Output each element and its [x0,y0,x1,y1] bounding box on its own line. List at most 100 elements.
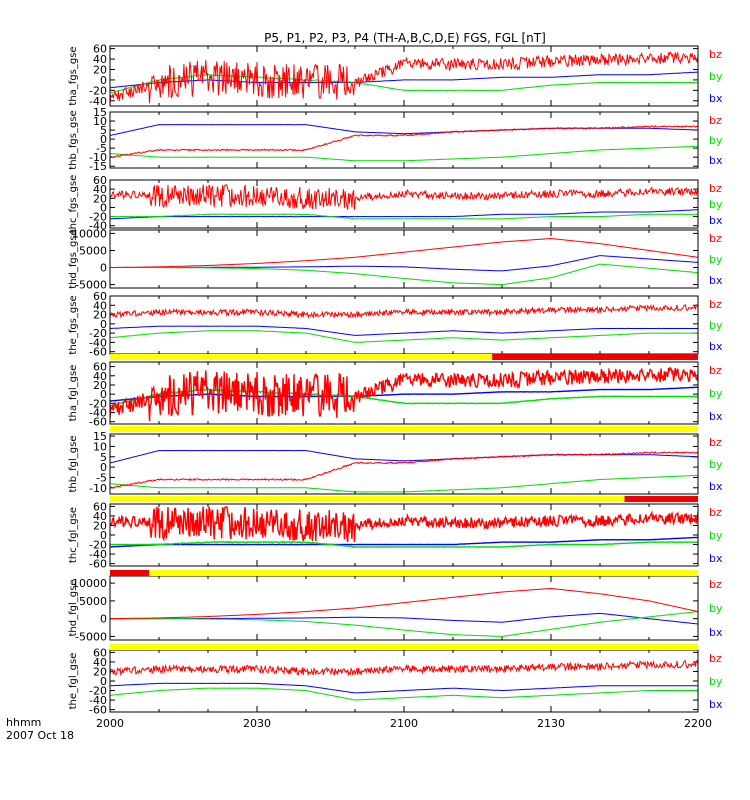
series-bx [110,536,698,548]
panel-ylabel: thb_fgs_gse [68,110,79,169]
y-tick-label: -40 [89,694,107,707]
y-tick-label: 5 [100,451,107,464]
series-bz [110,124,698,159]
legend-by: by [709,458,723,471]
y-tick-label: -40 [89,548,107,561]
series-by [110,263,698,286]
panel-frame [109,649,699,713]
series-by [110,330,698,343]
legend-bz: bz [709,436,722,449]
panel-ylabel: thb_fgl_gse [68,436,79,493]
y-tick-label: 5000 [79,595,107,608]
series-by [110,145,698,162]
y-tick-label: 40 [93,656,107,669]
y-tick-label: 0 [100,388,107,401]
y-tick-label: -20 [89,211,107,224]
y-tick-label: -20 [89,539,107,552]
legend-bz: bz [709,114,722,127]
legend-bx: bx [709,92,723,105]
y-tick-label: 60 [93,500,107,513]
series-by [110,73,698,94]
legend-bz: bz [709,506,722,519]
legend-bx: bx [709,698,723,711]
series-bz [110,51,698,105]
y-tick-label: 20 [93,192,107,205]
y-tick-label: 20 [93,309,107,322]
y-tick-label: -40 [89,220,107,233]
y-tick-label: 10000 [72,227,107,240]
flag-segment-yellow [110,354,493,360]
legend-by: by [709,675,723,688]
legend-bx: bx [709,340,723,353]
y-tick-label: 0 [100,133,107,146]
x-tick-label: 2000 [96,717,124,730]
series-by [110,540,698,549]
y-tick-label: 20 [93,379,107,392]
y-tick-label: 5 [100,124,107,137]
legend-bx: bx [709,214,723,227]
series-by [110,213,698,220]
series-bx [110,124,698,136]
y-tick-label: 5000 [79,244,107,257]
legend-by: by [709,319,723,332]
legend-by: by [709,387,723,400]
y-tick-label: 0 [100,74,107,87]
panel-frame [109,433,699,495]
legend-by: by [709,602,723,615]
y-tick-label: -10 [89,482,107,495]
y-tick-label: 40 [93,370,107,383]
panel-frame [109,229,699,289]
flag-segment-yellow [110,644,698,650]
x-tick-label: 2030 [243,717,271,730]
panel-ylabel: thd_fgl_gse [68,580,79,637]
series-bx [110,255,698,272]
y-tick-label: -60 [89,558,107,571]
series-bx [110,325,698,336]
y-tick-label: 40 [93,299,107,312]
y-tick-label: 60 [93,646,107,659]
y-tick-label: -5000 [75,279,107,292]
y-tick-label: -40 [89,336,107,349]
y-tick-label: 40 [93,53,107,66]
panel-frame [109,179,699,229]
legend-bz: bz [709,232,722,245]
legend-by: by [709,70,723,83]
y-tick-label: -5000 [75,630,107,643]
legend-bx: bx [709,154,723,167]
time-axis-label: hhmm [6,716,41,729]
panel-frame [109,503,699,567]
y-tick-label: 40 [93,183,107,196]
y-tick-label: -60 [89,704,107,717]
y-tick-label: 40 [93,510,107,523]
y-tick-label: -20 [89,685,107,698]
legend-bx: bx [709,410,723,423]
x-tick-label: 2100 [390,717,418,730]
legend-bx: bx [709,626,723,639]
legend-bz: bz [709,578,722,591]
panel-ylabel: the_fgs_gse [68,295,79,354]
series-bx [110,682,698,694]
series-by [110,611,698,637]
legend-bx: bx [709,552,723,565]
y-tick-label: 10000 [72,577,107,590]
series-bz [110,184,698,210]
legend-by: by [709,529,723,542]
flag-segment-yellow [110,496,625,502]
panel-ylabel: thd_fgs_gse [68,229,79,288]
chart-title: P5, P1, P2, P3, P4 (TH-A,B,C,D,E) FGS, F… [264,31,546,45]
series-by [110,687,698,701]
series-bz [110,659,698,677]
y-tick-label: -20 [89,397,107,410]
y-tick-label: 0 [100,613,107,626]
series-bz [110,366,698,422]
series-bz [110,237,698,268]
y-tick-label: 20 [93,665,107,678]
y-tick-label: -15 [89,160,107,173]
